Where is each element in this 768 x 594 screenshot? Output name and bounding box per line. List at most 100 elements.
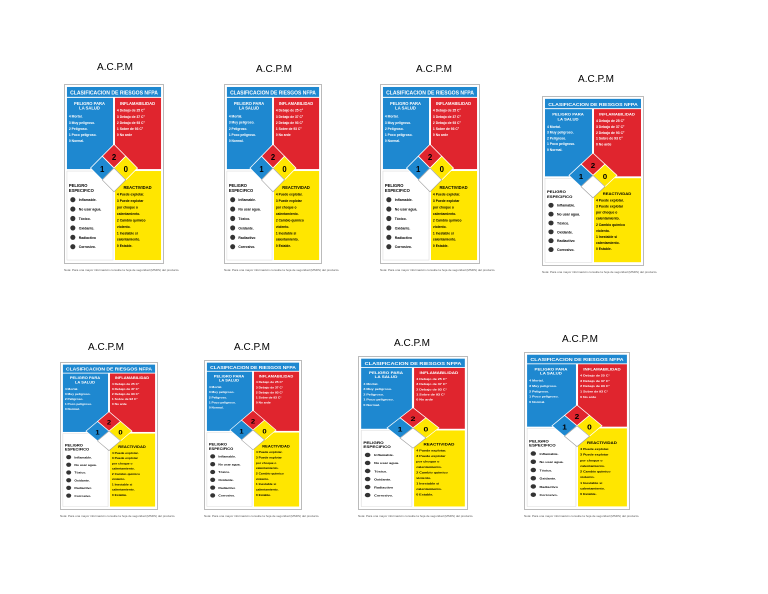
nfpa-sign: CLASIFICACION DE RIESGOS NFPA PELIGRO PAR…	[226, 86, 320, 261]
diamond-health-value: 1	[416, 165, 421, 174]
hazard-icon	[530, 467, 537, 473]
flammability-line: 2 Debajo de 93 C°	[256, 391, 284, 395]
reactivity-line: 4 Puede explotar.	[112, 451, 139, 455]
specific-item: Radiactivo	[74, 486, 91, 490]
specific-item: Tóxico.	[540, 469, 553, 473]
health-line: 3 Muy peligroso.	[229, 121, 255, 125]
reactivity-line: 2 Cambio químico	[112, 472, 140, 476]
health-line: 1 Poco peligroso.	[209, 401, 236, 405]
specific-item: Radiactivo	[79, 236, 96, 240]
specific-item: Oxidante.	[557, 230, 573, 234]
health-line: 2 Peligroso.	[363, 393, 384, 396]
specific-title: PELIGRO	[229, 183, 247, 188]
nfpa-sign: CLASIFICACION DE RIESGOS NFPA PELIGRO PAR…	[66, 86, 162, 261]
flammability-line: 2 Debajo de 93 C°	[416, 388, 447, 391]
reactivity-line: calentamiento.	[433, 212, 456, 216]
card-note-5: Nota: Para una mayor información consult…	[60, 514, 176, 518]
diamond-flammability-value: 2	[107, 419, 111, 426]
diamond-reactivity-value: 0	[282, 165, 287, 174]
flammability-line: 1 Sobre de 93 C°	[416, 393, 446, 396]
specific-title: PELIGRO	[65, 444, 83, 448]
reactivity-line: calentamiento.	[433, 238, 456, 242]
diamond-flammability-value: 2	[411, 415, 416, 423]
reactivity-line: por choque o	[416, 460, 439, 463]
reactivity-line: 4 Puede explotar.	[580, 447, 609, 451]
specific-item: Tóxico.	[238, 217, 250, 221]
specific-item: Oxidante.	[218, 478, 233, 482]
reactivity-line: 0 Estable.	[416, 493, 433, 496]
flammability-line: 3 Debajo de 37 C°	[433, 115, 462, 119]
health-title: LA SALUD	[395, 106, 416, 111]
specific-item: Corrosivo.	[79, 245, 96, 249]
header-bar	[206, 362, 300, 371]
flammability-line: 1 Sobre de 93 C°	[580, 390, 609, 394]
reactivity-panel	[253, 432, 300, 507]
hazard-icon	[364, 460, 371, 466]
hazard-icon	[364, 476, 371, 482]
health-line: 4 Mortal.	[69, 115, 83, 119]
nfpa-sign: CLASIFICACION DE RIESGOS NFPA PELIGRO PAR…	[206, 362, 300, 507]
reactivity-line: violento.	[112, 477, 126, 481]
hazard-icon	[364, 468, 371, 474]
specific-item: No usar agua.	[557, 213, 580, 217]
reactivity-line: 3 Puede explotar	[580, 453, 609, 457]
reactivity-line: calentamiento.	[112, 488, 135, 492]
flammability-line: 0 No arde	[117, 133, 132, 137]
reactivity-line: por choque o	[596, 211, 617, 215]
health-line: 1 Poco peligroso.	[363, 398, 394, 401]
flammability-line: 4 Debajo de 25 C°	[117, 109, 146, 113]
diamond-health-value: 1	[259, 165, 264, 174]
hazard-icon	[230, 215, 236, 222]
specific-title: ESPECIFICO	[547, 194, 572, 199]
specific-item: No usar agua.	[395, 208, 418, 212]
reactivity-line: 0 Estable.	[596, 247, 612, 251]
hazard-icon	[70, 206, 76, 212]
health-title: LA SALUD	[239, 106, 259, 111]
specific-title: PELIGRO	[363, 440, 383, 444]
reactivity-line: violento.	[276, 225, 289, 229]
specific-item: Corrosivo.	[395, 245, 412, 249]
flammability-line: 1 Sobre de 93 C°	[276, 127, 302, 131]
nfpa-sign: CLASIFICACION DE RIESGOS NFPA PELIGRO PAR…	[382, 86, 478, 261]
nfpa-diamond: 21 0	[229, 409, 277, 451]
specific-item: Corrosivo.	[74, 494, 91, 498]
reactivity-line: 0 Estable.	[117, 244, 133, 248]
health-line: 4 Mortal.	[229, 115, 242, 119]
reactivity-line: 0 Estable.	[256, 493, 271, 497]
specific-item: Oxidante.	[374, 478, 391, 481]
reactivity-line: 0 Estable.	[276, 244, 291, 248]
specific-item: Corrosivo.	[374, 494, 393, 497]
sign-title: CLASIFICACION DE RIESGOS NFPA	[386, 90, 474, 96]
health-line: 3 Muy peligroso.	[385, 121, 411, 125]
header-bar	[361, 358, 465, 368]
health-line: 0 Normal.	[69, 139, 84, 143]
reactivity-panel	[114, 171, 162, 261]
reactivity-line: por choque o	[256, 461, 277, 465]
specific-item: Inflamable.	[218, 455, 236, 459]
flammability-title: INFLAMABILIDAD	[436, 101, 471, 106]
nfpa-diamond: 21 0	[551, 404, 603, 447]
specific-title: ESPECIFICO	[69, 188, 95, 193]
reactivity-line: 3 Puede explotar	[112, 456, 139, 460]
health-line: 4 Mortal.	[363, 382, 378, 385]
reactivity-line: 1 Inestable si	[433, 231, 454, 235]
health-line: 2 Peligroso.	[547, 136, 566, 140]
specific-item: Radiactivo	[540, 485, 558, 489]
label-acpm-6: A.C.P.M	[234, 342, 270, 353]
flammability-line: 4 Debajo de 25 C°	[112, 382, 140, 386]
hazard-icon	[548, 229, 554, 235]
diamond-health-value: 1	[562, 423, 567, 431]
flammability-title: INFLAMABILIDAD	[420, 370, 459, 374]
nfpa-card-2: CLASIFICACION DE RIESGOS NFPA PELIGRO PAR…	[224, 84, 322, 264]
reactivity-line: 1 Inestable si	[112, 483, 133, 487]
reactivity-title: REACTIVIDAD	[262, 445, 290, 449]
reactivity-line: 2 Cambio químico	[276, 218, 304, 222]
flammability-title: INFLAMABILIDAD	[259, 375, 294, 379]
flammability-line: 4 Debajo de 25 C°	[433, 109, 462, 113]
reactivity-line: 3 Puede explotar	[117, 199, 144, 203]
diamond-special	[101, 167, 127, 193]
sign-title: CLASIFICACION DE RIESGOS NFPA	[230, 90, 316, 96]
flammability-line: 2 Debajo de 93 C°	[112, 392, 140, 396]
hazard-icon	[230, 197, 236, 203]
reactivity-line: 0 Estable.	[580, 492, 597, 496]
